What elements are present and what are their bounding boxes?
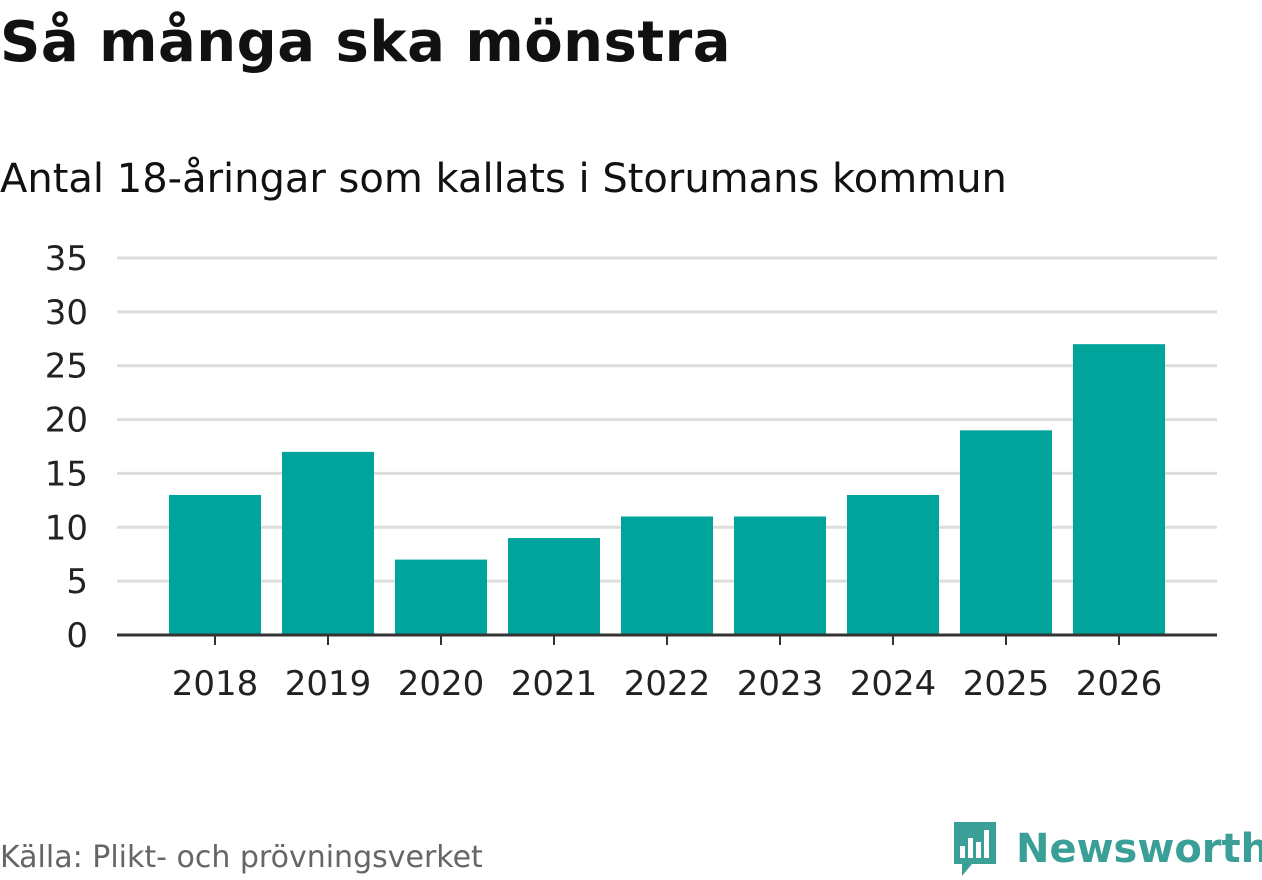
- x-tick-label: 2023: [737, 664, 824, 704]
- bar-2019: [282, 451, 374, 635]
- x-tick-label: 2020: [398, 664, 485, 704]
- y-tick-label: 0: [66, 616, 88, 656]
- x-tick-label: 2022: [624, 664, 711, 704]
- y-tick-label: 10: [45, 508, 88, 548]
- bar-2025: [960, 430, 1052, 635]
- x-axis: [117, 633, 1217, 645]
- x-tick-label: 2019: [285, 664, 372, 704]
- bar-2018: [169, 494, 261, 635]
- y-tick-label: 15: [45, 454, 88, 494]
- bar-2020: [395, 559, 487, 635]
- y-tick-label: 35: [45, 239, 88, 279]
- y-axis-ticks: 0 5 10 15 20 25 30 35: [45, 239, 88, 656]
- bar-2026: [1073, 344, 1165, 635]
- source-note: Källa: Plikt- och prövningsverket: [0, 840, 483, 875]
- bar-2024: [847, 494, 939, 635]
- bars: [169, 344, 1165, 635]
- y-tick-label: 30: [45, 293, 88, 333]
- x-tick-label: 2021: [511, 664, 598, 704]
- y-tick-label: 20: [45, 401, 88, 441]
- newsworthy-logo-icon: [954, 822, 996, 876]
- x-axis-ticks: 2018 2019 2020 2021 2022 2023 2024 2025 2026: [172, 664, 1163, 704]
- bar-2022: [621, 516, 713, 635]
- x-tick-label: 2018: [172, 664, 259, 704]
- chart-subtitle: Antal 18-åringar som kallats i Storumans…: [0, 156, 1007, 202]
- bar-2021: [508, 538, 600, 635]
- y-tick-label: 25: [45, 347, 88, 387]
- x-tick-label: 2026: [1076, 664, 1163, 704]
- chart-title: Så många ska mönstra: [0, 10, 732, 75]
- bar-2023: [734, 516, 826, 635]
- x-tick-label: 2024: [850, 664, 937, 704]
- x-tick-label: 2025: [963, 664, 1050, 704]
- brand-name: Newsworthy: [1016, 826, 1262, 872]
- y-tick-label: 5: [66, 562, 88, 602]
- brand-logo: Newsworthy: [950, 818, 1262, 880]
